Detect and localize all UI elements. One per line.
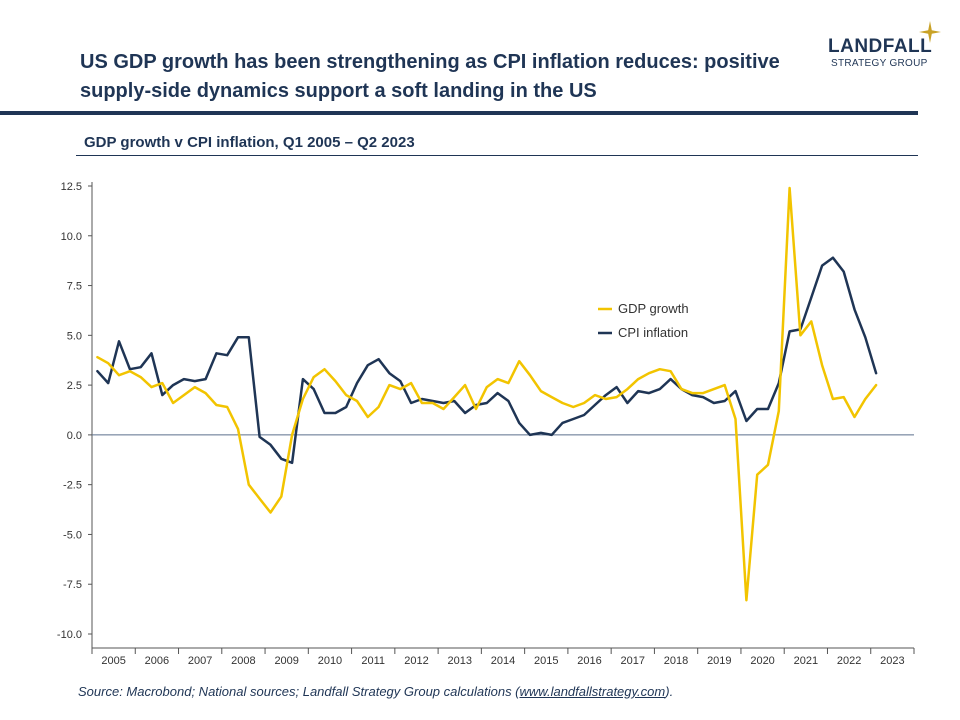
x-tick-label: 2016: [577, 655, 601, 667]
x-tick-label: 2013: [447, 655, 471, 667]
x-tick-label: 2020: [750, 655, 774, 667]
x-tick-label: 2012: [404, 655, 428, 667]
y-tick-label: 5.0: [67, 330, 82, 342]
y-tick-label: -7.5: [63, 579, 82, 591]
page-title: US GDP growth has been strengthening as …: [80, 51, 780, 102]
y-tick-label: 7.5: [67, 281, 82, 293]
y-tick-label: 0.0: [67, 430, 82, 442]
x-tick-label: 2007: [188, 655, 212, 667]
x-tick-label: 2009: [274, 655, 298, 667]
y-axis: 12.5 10.0 7.5 5.0 2.5 0.0 -2.5 -5.0 -7.5 -10.0: [57, 181, 914, 648]
logo-subtitle: STRATEGY GROUP: [831, 58, 928, 69]
x-tick-label: 2010: [318, 655, 342, 667]
x-tick-label: 2021: [794, 655, 818, 667]
chart-subtitle: GDP growth v CPI inflation, Q1 2005 – Q2…: [84, 134, 415, 151]
series-layer: [96, 186, 878, 602]
star-icon: [919, 21, 941, 43]
y-tick-label: -2.5: [63, 480, 82, 492]
source-suffix: ).: [665, 684, 674, 699]
y-tick-label: 2.5: [67, 380, 82, 392]
x-axis: 2005 2006 2007 2008 2009 2010 2011 2012 2013 2014…: [91, 647, 915, 667]
x-tick-label: 2014: [491, 655, 515, 667]
x-tick-label: 2005: [101, 655, 125, 667]
source-note: Source: Macrobond; National sources; Lan…: [78, 684, 673, 699]
x-tick-label: 2015: [534, 655, 558, 667]
legend-label: CPI inflation: [618, 325, 688, 340]
x-tick-label: 2011: [361, 655, 385, 667]
y-tick-label: -10.0: [57, 629, 82, 641]
x-tick-label: 2008: [231, 655, 255, 667]
y-tick-label: -5.0: [63, 529, 82, 541]
source-prefix: Source: Macrobond; National sources; Lan…: [78, 684, 520, 699]
y-tick-label: 10.0: [61, 231, 82, 243]
x-tick-label: 2017: [621, 655, 645, 667]
gdp-growth-line: [96, 186, 878, 602]
source-link[interactable]: www.landfallstrategy.com: [519, 684, 666, 699]
legend-label: GDP growth: [618, 301, 689, 316]
title-divider: [0, 111, 918, 115]
landfall-logo: LANDFALL STRATEGY GROUP: [826, 21, 946, 80]
x-tick-label: 2022: [837, 655, 861, 667]
line-chart: 12.5 10.0 7.5 5.0 2.5 0.0 -2.5 -5.0 -7.5 -10.0 20…: [57, 181, 915, 667]
x-tick-label: 2019: [707, 655, 731, 667]
legend: GDP growth CPI inflation: [598, 301, 689, 340]
cpi-inflation-line: [96, 256, 878, 465]
x-tick-label: 2023: [880, 655, 904, 667]
y-tick-label: 12.5: [61, 181, 82, 193]
logo-name: LANDFALL: [828, 36, 933, 57]
x-tick-label: 2006: [145, 655, 169, 667]
subtitle-divider: [76, 155, 918, 156]
x-tick-label: 2018: [664, 655, 688, 667]
